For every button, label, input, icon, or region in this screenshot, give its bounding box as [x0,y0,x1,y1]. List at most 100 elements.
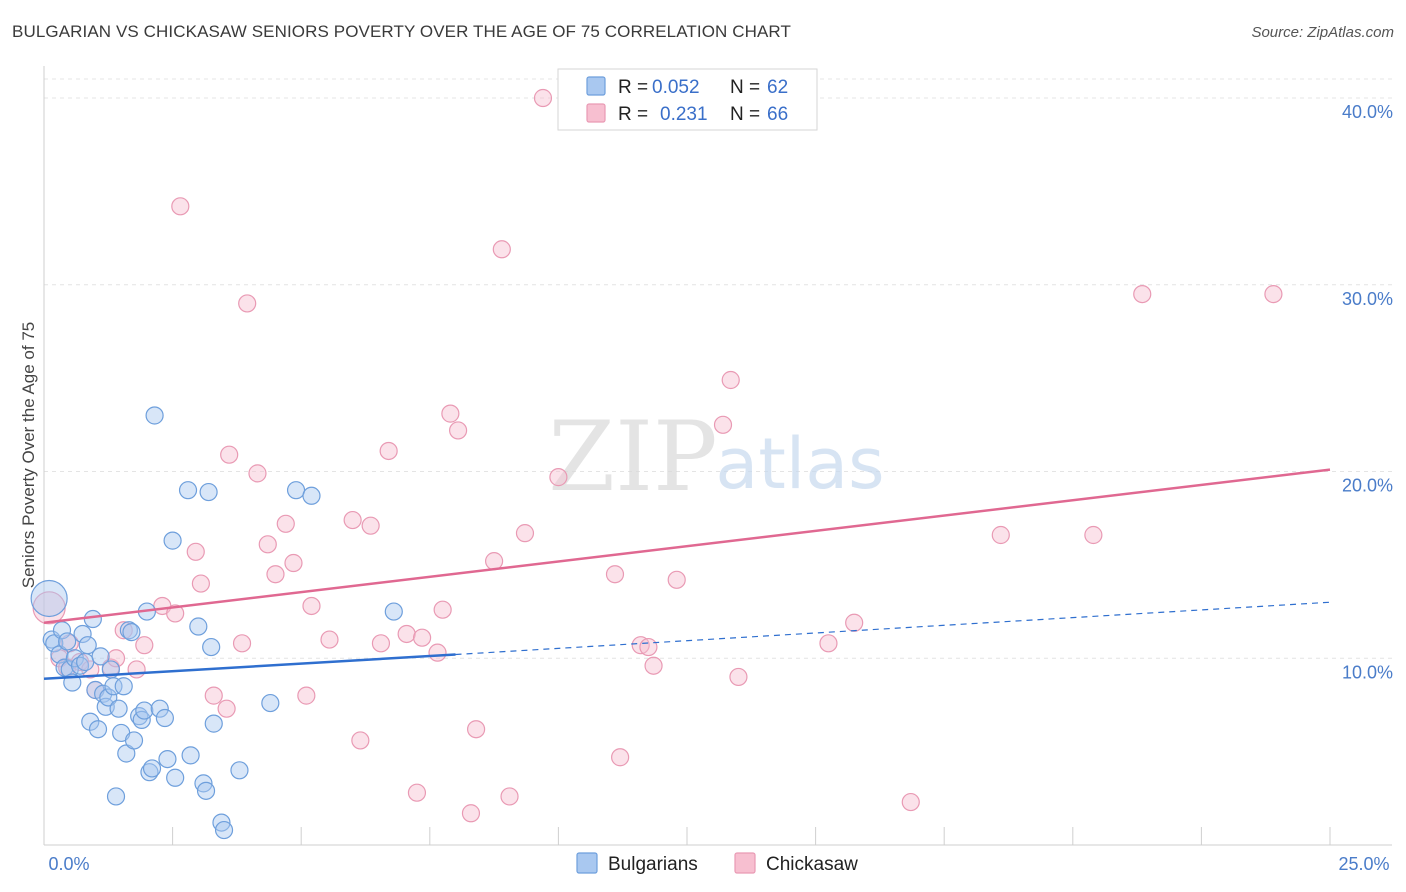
bottom-legend-swatch-bulgarians [576,852,598,874]
bulgarians-point [384,602,403,621]
axes [43,66,1392,846]
bulgarians-point [196,781,216,800]
bulgarians-point [178,481,198,500]
chickasaw-point [639,637,658,657]
bulgarians-point [199,482,218,502]
chickasaw-point [351,731,370,750]
bulgarians-point [150,699,169,718]
chickasaw-point [217,699,236,718]
chickasaw-point [1084,525,1103,545]
chickasaw-point [232,634,252,653]
chickasaw-point [258,535,277,554]
y-tick-label: 30.0% [1342,289,1393,309]
y-axis-label: Seniors Poverty Over the Age of 75 [19,322,38,588]
bulgarians-point [76,652,95,672]
series-legend: Bulgarians Chickasaw [576,852,858,875]
chickasaw-point [248,464,267,483]
chickasaw-point [412,628,432,647]
bulgarians-point [204,714,223,733]
chickasaw-point [276,514,295,533]
bulgarians-point [122,623,141,642]
legend-n-label: N = [730,77,760,98]
chickasaw-point [515,524,535,543]
bottom-legend-label-chickasaw: Chickasaw [766,854,858,875]
bulgarians-point [212,813,231,832]
bulgarians-point [302,486,321,505]
bulgarian-points [30,406,403,840]
legend-swatch-bulgarians [586,76,606,96]
bulgarians-point [214,820,234,840]
chickasaw-point [302,596,321,616]
bulgarians-point [145,406,164,425]
bulgarians-point [158,749,177,769]
bulgarians-point [124,731,144,750]
bulgarians-point [189,617,208,636]
chickasaw-point [284,553,303,573]
y-tick-label: 10.0% [1342,662,1393,682]
bulgarians-point [142,759,162,778]
chickasaw-point [171,197,190,216]
watermark: ZIP atlas [548,401,884,513]
chickasaw-point [441,404,460,423]
chickasaw-point [991,525,1010,545]
bulgarians-point [30,579,68,618]
chickasaw-point [320,630,339,649]
bulgarians-point [109,699,128,718]
chickasaw-point [533,88,553,108]
chickasaw-point [729,667,748,687]
chart-title: BULGARIAN VS CHICKASAW SENIORS POVERTY O… [12,22,791,41]
stats-legend: R = 0.052 N = 62 R = 0.231 N = 66 [557,68,818,131]
bulgarians-point [114,677,133,696]
y-ticks: 10.0% 20.0% 30.0% 40.0% [1342,102,1393,682]
grid [44,78,1392,659]
chickasaw-point [371,634,391,653]
bulgarians-point [135,701,154,720]
legend-r-label: R = [618,104,648,125]
chickasaw-point [461,804,481,823]
chickasaw-point [492,240,511,259]
chickasaw-point [1264,284,1283,304]
chickasaw-point [611,748,630,767]
chickasaw-point [433,600,452,619]
chickasaw-point [361,516,380,535]
chickasaw-point [644,656,663,675]
bulgarians-point [194,774,213,793]
source-label: Source: ZipAtlas.com [1251,24,1394,41]
chickasaw-point [448,421,468,440]
chickasaw-point [191,574,210,593]
legend-n-value-bulgarians: 62 [767,77,788,98]
bulgarians-point [99,688,118,707]
chickasaw-point [407,783,427,802]
legend-swatch-chickasaw [586,103,606,123]
bulgarians-point [81,712,100,731]
chickasaw-point [204,686,223,705]
chickasaw-point [135,636,154,655]
chickasaw-point [166,604,185,623]
chickasaw-point [485,552,504,571]
chickasaw-point [1133,284,1152,304]
legend-r-value-chickasaw: 0.231 [660,104,708,125]
chickasaw-point [901,792,920,812]
chickasaw-point [721,370,740,390]
bulgarians-point [78,636,97,655]
y-tick-label: 20.0% [1342,476,1393,496]
watermark-atlas: atlas [715,423,884,505]
chickasaw-point [713,415,733,434]
bulgarians-point [119,621,138,640]
bulgarian-trend-line [43,653,456,681]
bulgarians-point [286,481,306,500]
chickasaw-point [297,686,316,705]
bulgarians-point [181,746,200,765]
chickasaw-point [397,624,416,644]
chickasaw-point [106,649,126,668]
chickasaw-point [343,510,362,530]
bulgarians-point [155,708,174,728]
chickasaw-point [819,634,838,653]
chickasaw-point [428,643,447,662]
bulgarians-point [202,637,221,657]
bulgarians-point [261,693,280,713]
x-tick-label: 25.0% [1338,854,1389,874]
chickasaw-point [667,570,686,589]
bulgarians-point [88,720,108,739]
